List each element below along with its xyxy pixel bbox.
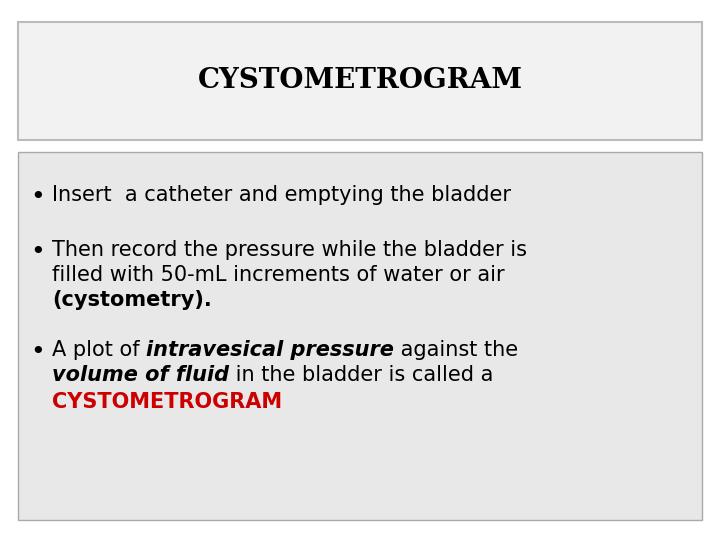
Text: A plot of: A plot of xyxy=(52,340,146,360)
Text: •: • xyxy=(30,240,45,264)
FancyBboxPatch shape xyxy=(18,22,702,140)
Text: in the bladder is called a: in the bladder is called a xyxy=(229,365,493,385)
Text: •: • xyxy=(30,185,45,209)
Text: against the: against the xyxy=(394,340,518,360)
Text: intravesical pressure: intravesical pressure xyxy=(146,340,394,360)
Text: Then record the pressure while the bladder is: Then record the pressure while the bladd… xyxy=(52,240,527,260)
Text: filled with 50-mL increments of water or air: filled with 50-mL increments of water or… xyxy=(52,265,505,285)
Text: CYSTOMETROGRAM: CYSTOMETROGRAM xyxy=(52,392,282,412)
Text: Insert  a catheter and emptying the bladder: Insert a catheter and emptying the bladd… xyxy=(52,185,511,205)
Text: volume of fluid: volume of fluid xyxy=(52,365,229,385)
Text: CYSTOMETROGRAM: CYSTOMETROGRAM xyxy=(197,68,523,94)
Text: •: • xyxy=(30,340,45,364)
FancyBboxPatch shape xyxy=(18,152,702,520)
Text: (cystometry).: (cystometry). xyxy=(52,290,212,310)
